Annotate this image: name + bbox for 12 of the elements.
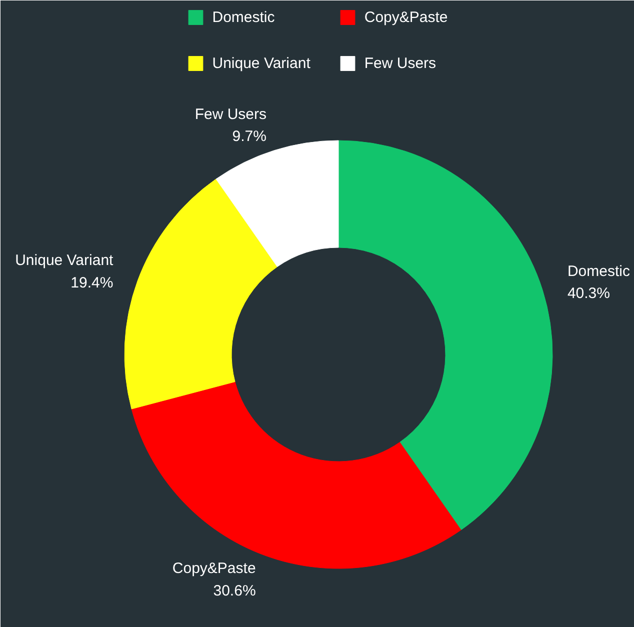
legend-label: Domestic <box>212 8 275 26</box>
data-label: 9.7% <box>232 128 267 146</box>
data-label: 19.4% <box>70 274 114 292</box>
slice-label: Unique Variant <box>15 252 114 270</box>
slice-label: Domestic <box>567 262 630 280</box>
slice-label: Few Users <box>194 106 267 124</box>
data-label: 30.6% <box>213 582 256 600</box>
legend-label: Copy&Paste <box>364 8 448 26</box>
data-label: 40.3% <box>567 285 610 302</box>
legend-label: Few Users <box>364 54 436 72</box>
legend-label: Unique Variant <box>212 54 310 72</box>
slice-label: Copy&Paste <box>172 560 256 578</box>
